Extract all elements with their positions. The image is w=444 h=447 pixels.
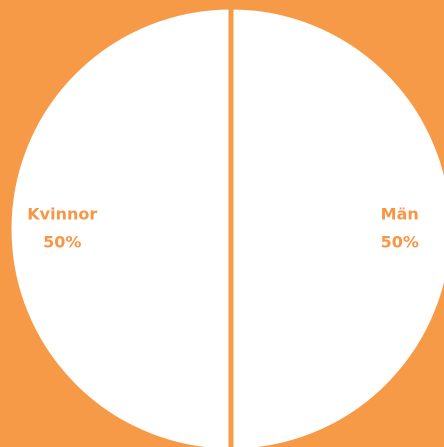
slice-label: Män <box>381 205 419 224</box>
slice-label: Kvinnor <box>27 205 97 224</box>
pie-slice <box>6 4 234 447</box>
pie-slice <box>228 4 444 447</box>
slice-value-label: 50% <box>381 233 419 252</box>
slice-value-label: 50% <box>43 233 81 252</box>
